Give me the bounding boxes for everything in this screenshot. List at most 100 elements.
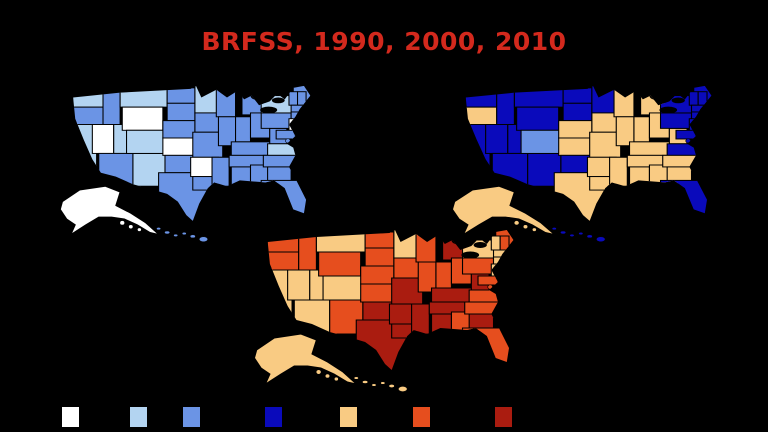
- state-AL-1990: [230, 166, 252, 189]
- state-KS-1990: [162, 137, 196, 156]
- state-ND-2000: [562, 87, 593, 104]
- state-HI-2000: [596, 236, 606, 242]
- state-AZ-2010: [293, 299, 331, 335]
- state-DE-2000: [695, 125, 705, 139]
- state-MD-1990: [275, 129, 303, 140]
- us-map-svg-2010: [253, 230, 514, 392]
- state-VA-2010: [468, 289, 506, 303]
- state-OR-2010: [267, 251, 300, 271]
- state-IN-2010: [435, 261, 453, 289]
- state-MS-1990: [211, 156, 230, 187]
- state-MN-2000: [591, 85, 617, 114]
- state-RI-2010: [504, 256, 512, 266]
- state-NV-1990: [91, 124, 115, 154]
- state-AK-2000: [451, 185, 557, 236]
- state-RI-2000: [702, 111, 710, 121]
- aleutian-islands: [120, 220, 125, 225]
- state-MA-2000: [690, 104, 712, 113]
- state-MN-2010: [393, 230, 419, 259]
- state-MO-2000: [589, 131, 622, 158]
- state-WI-1990: [215, 89, 237, 118]
- state-WI-2010: [415, 233, 437, 263]
- legend-swatch-2: [183, 407, 200, 427]
- state-AZ-2000: [491, 152, 529, 187]
- us-map-svg-1990: [59, 85, 311, 242]
- state-WA-1990: [73, 87, 104, 108]
- state-SC-2000: [666, 166, 693, 181]
- state-AK-2010: [253, 333, 359, 386]
- state-WA-2000: [465, 87, 498, 108]
- state-VT-2010: [490, 235, 501, 251]
- state-OR-2000: [465, 106, 498, 125]
- state-PA-2000: [659, 112, 693, 129]
- state-KS-2010: [360, 283, 395, 303]
- state-NH-2000: [697, 91, 708, 106]
- aleutian-islands: [523, 224, 528, 229]
- state-ND-1990: [166, 87, 196, 104]
- state-SC-2010: [468, 313, 495, 329]
- legend-swatch-6: [495, 407, 512, 427]
- state-SD-1990: [166, 102, 196, 122]
- state-WY-2000: [516, 106, 560, 131]
- legend-swatch-0: [62, 407, 79, 427]
- state-HI-2000: [569, 233, 575, 237]
- state-NV-2000: [485, 124, 509, 154]
- state-NH-2010: [499, 235, 510, 251]
- state-VT-2000: [688, 91, 699, 106]
- state-FL-2010: [461, 327, 512, 370]
- state-HI-1990: [189, 234, 196, 239]
- state-ID-1990: [102, 87, 121, 125]
- state-DE-1990: [294, 125, 304, 139]
- state-HI-2000: [578, 231, 584, 235]
- aleutian-islands: [325, 374, 330, 378]
- state-MT-2010: [315, 231, 366, 253]
- state-WY-2010: [318, 251, 362, 277]
- state-FL-2000: [659, 179, 710, 221]
- state-SC-1990: [267, 166, 292, 181]
- state-PA-1990: [260, 112, 292, 129]
- state-NC-2000: [662, 154, 708, 168]
- us-map-svg-2000: [451, 85, 712, 242]
- state-HI-1990: [198, 236, 209, 242]
- state-HI-2010: [398, 386, 408, 392]
- state-CO-1990: [125, 129, 166, 154]
- state-MO-1990: [192, 131, 224, 158]
- state-WA-2010: [267, 231, 300, 253]
- state-MS-2010: [411, 303, 430, 335]
- aleutian-islands: [128, 224, 133, 229]
- state-RI-1990: [301, 111, 309, 121]
- state-NC-2010: [464, 301, 510, 315]
- state-WY-1990: [121, 106, 164, 131]
- page-title: BRFSS, 1990, 2000, 2010: [201, 27, 567, 56]
- state-HI-1990: [181, 231, 187, 235]
- state-MD-2000: [675, 129, 704, 140]
- us-choropleth-map-2000: [448, 84, 738, 246]
- state-HI-2010: [362, 380, 369, 384]
- state-AK-1990: [59, 185, 161, 236]
- us-choropleth-map-1990: [56, 84, 336, 246]
- state-SD-2010: [364, 247, 395, 267]
- state-AZ-1990: [98, 152, 134, 187]
- legend-swatch-1: [130, 407, 147, 427]
- state-MN-1990: [194, 85, 219, 114]
- legend: [0, 404, 768, 432]
- state-PA-2010: [461, 257, 495, 275]
- state-IN-2000: [633, 116, 651, 143]
- state-SD-2000: [562, 102, 593, 122]
- state-VA-1990: [267, 143, 303, 156]
- state-HI-1990: [164, 230, 171, 235]
- state-HI-1990: [173, 233, 179, 237]
- state-MT-1990: [119, 87, 168, 108]
- state-CO-2000: [520, 129, 562, 154]
- state-HI-2010: [371, 383, 377, 387]
- state-NH-1990: [296, 91, 307, 106]
- state-MS-2000: [609, 156, 628, 187]
- state-HI-2000: [560, 230, 567, 235]
- state-MD-2010: [477, 275, 506, 286]
- state-OR-1990: [73, 106, 104, 125]
- state-KS-2000: [558, 137, 593, 156]
- legend-swatch-5: [413, 407, 430, 427]
- state-DC-2010: [487, 284, 493, 290]
- state-DC-1990: [285, 138, 291, 144]
